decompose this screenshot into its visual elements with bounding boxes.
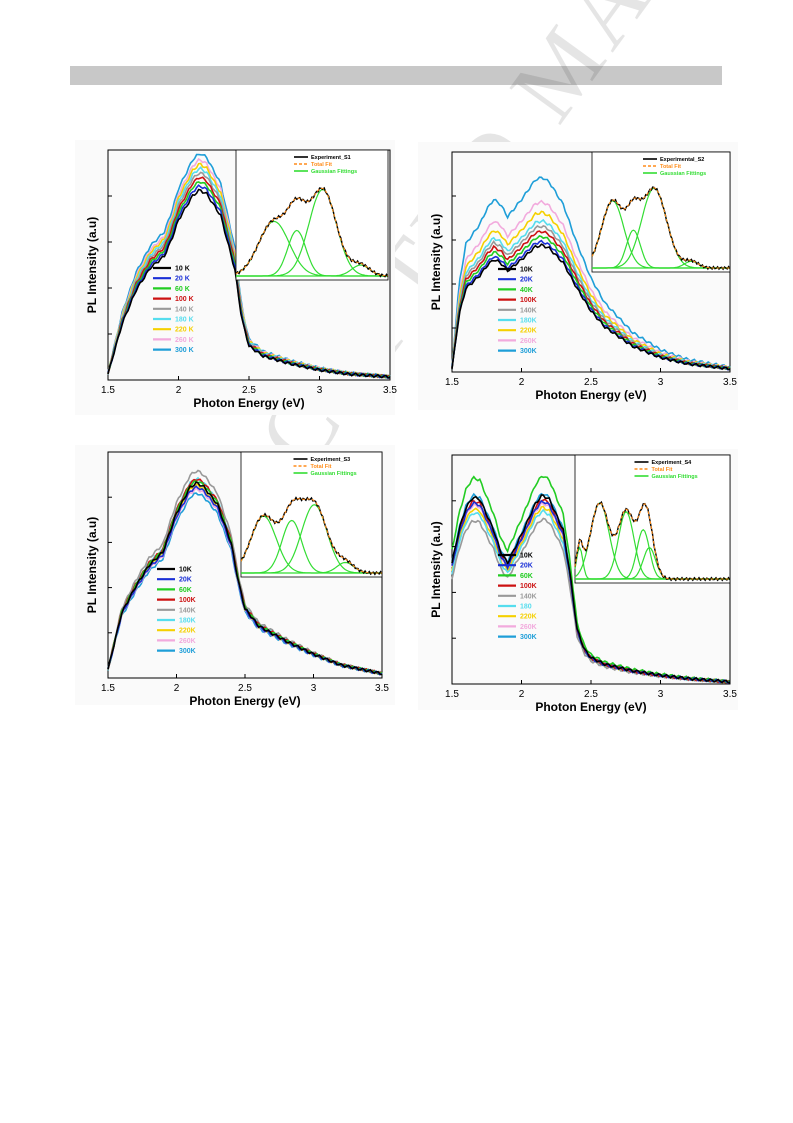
x-tick-label: 3 bbox=[658, 377, 664, 388]
x-tick-label: 1.5 bbox=[101, 385, 115, 396]
x-tick-label: 2 bbox=[174, 683, 180, 694]
legend-label: 60 K bbox=[175, 286, 190, 293]
series-line bbox=[451, 243, 731, 371]
legend-label: 40K bbox=[520, 287, 533, 294]
legend-label: 60K bbox=[520, 573, 533, 580]
legend-label: 140K bbox=[520, 307, 537, 314]
legend-label: 100K bbox=[179, 597, 196, 604]
legend-label: 260 K bbox=[175, 337, 194, 344]
total-fit-curve bbox=[591, 187, 730, 269]
inset-frame bbox=[235, 149, 389, 281]
inset-legend-label: Experimental_S2 bbox=[660, 157, 704, 163]
total-fit-curve bbox=[235, 187, 389, 277]
x-tick-label: 3 bbox=[311, 683, 317, 694]
chart-panel-2: 1.5 2 2.5 3 3.5 Photon Energy (eV) PL Intensit… bbox=[418, 142, 738, 410]
legend-label: 100K bbox=[520, 583, 537, 590]
legend-label: 300K bbox=[179, 648, 196, 655]
chart-panel-4: 1.5 2 2.5 3 3.5 Photon Energy (eV) PL Intensit… bbox=[418, 449, 738, 714]
x-axis-title: Photon Energy (eV) bbox=[193, 396, 304, 410]
series-line bbox=[107, 188, 391, 379]
x-tick-label: 2.5 bbox=[584, 689, 598, 700]
chart-panel-1: 1.5 2 2.5 3 3.5 Photon Energy (eV) PL Intensit… bbox=[75, 140, 397, 415]
inset-legend-label: Total Fit bbox=[311, 162, 332, 168]
series-line bbox=[451, 176, 731, 369]
x-axis-title: Photon Energy (eV) bbox=[535, 700, 646, 714]
inset-legend-label: Gaussian Fittings bbox=[311, 169, 357, 175]
legend-label: 180K bbox=[520, 318, 537, 325]
inset-legend-label: Experiment_S4 bbox=[652, 460, 693, 466]
chart-panel-3: 1.5 2 2.5 3 3.5 Photon Energy (eV) PL Intensit… bbox=[75, 445, 395, 708]
total-fit-curve bbox=[574, 501, 730, 580]
series-line bbox=[451, 230, 731, 371]
legend-label: 300K bbox=[520, 634, 537, 641]
legend-label: 20K bbox=[179, 577, 192, 584]
legend-label: 180 K bbox=[175, 317, 194, 324]
legend-label: 180 bbox=[520, 604, 532, 611]
legend-label: 10 K bbox=[175, 266, 190, 273]
inset-legend-label: Total Fit bbox=[660, 164, 681, 170]
legend-label: 220K bbox=[520, 614, 537, 621]
x-tick-label: 2.5 bbox=[242, 385, 256, 396]
x-tick-label: 1.5 bbox=[445, 689, 459, 700]
legend-label: 20 K bbox=[175, 276, 190, 283]
legend-label: 300 K bbox=[175, 347, 194, 354]
legend-label: 60K bbox=[179, 587, 192, 594]
x-tick-label: 2 bbox=[519, 689, 525, 700]
inset-frame bbox=[591, 151, 731, 273]
legend-label: 220K bbox=[179, 628, 196, 635]
x-tick-label: 3.5 bbox=[375, 683, 389, 694]
legend-label: 10K bbox=[520, 267, 533, 274]
y-axis-title: PL Intensity (a.u) bbox=[85, 217, 99, 313]
legend-label: 300K bbox=[520, 348, 537, 355]
legend-label: 140K bbox=[179, 607, 196, 614]
x-tick-label: 3 bbox=[317, 385, 323, 396]
legend-label: 220K bbox=[520, 328, 537, 335]
series-line bbox=[451, 494, 731, 684]
x-tick-label: 3.5 bbox=[723, 689, 737, 700]
legend-label: 260K bbox=[179, 638, 196, 645]
inset-legend-label: Experiment_S1 bbox=[311, 155, 351, 161]
inset-legend-label: Gaussian Fittings bbox=[660, 171, 706, 177]
header-bar bbox=[70, 66, 722, 85]
legend-label: 10K bbox=[520, 553, 533, 560]
legend-label: 100K bbox=[520, 297, 537, 304]
y-axis-title: PL Intensity (a.u) bbox=[429, 214, 443, 310]
legend-label: 260K bbox=[520, 624, 537, 631]
legend-label: 140 K bbox=[175, 306, 194, 313]
series-line bbox=[107, 481, 383, 676]
x-tick-label: 1.5 bbox=[101, 683, 115, 694]
x-tick-label: 3.5 bbox=[723, 377, 737, 388]
legend-label: 220 K bbox=[175, 327, 194, 334]
legend-label: 20K bbox=[520, 277, 533, 284]
inset-legend-label: Total Fit bbox=[311, 464, 332, 470]
inset-legend-label: Experiment_S3 bbox=[311, 457, 351, 463]
x-tick-label: 2.5 bbox=[238, 683, 252, 694]
x-tick-label: 3 bbox=[658, 689, 664, 700]
legend-label: 140K bbox=[520, 593, 537, 600]
x-tick-label: 1.5 bbox=[445, 377, 459, 388]
legend-label: 10K bbox=[179, 567, 192, 574]
x-tick-label: 2 bbox=[519, 377, 525, 388]
x-axis-title: Photon Energy (eV) bbox=[189, 694, 300, 708]
inset-legend-label: Total Fit bbox=[652, 467, 673, 473]
x-tick-label: 2.5 bbox=[584, 377, 598, 388]
x-axis-title: Photon Energy (eV) bbox=[535, 388, 646, 402]
legend-label: 180K bbox=[179, 618, 196, 625]
legend-label: 260K bbox=[520, 338, 537, 345]
x-tick-label: 2 bbox=[176, 385, 182, 396]
y-axis-title: PL Intensity (a.u) bbox=[429, 521, 443, 617]
legend-label: 100 K bbox=[175, 296, 194, 303]
y-axis-title: PL Intensity (a.u) bbox=[85, 517, 99, 613]
inset-legend-label: Gaussian Fittings bbox=[652, 474, 698, 480]
total-fit-curve bbox=[240, 498, 382, 574]
x-tick-label: 3.5 bbox=[383, 385, 397, 396]
legend-label: 20K bbox=[520, 563, 533, 570]
inset-legend-label: Gaussian Fittings bbox=[311, 471, 357, 477]
